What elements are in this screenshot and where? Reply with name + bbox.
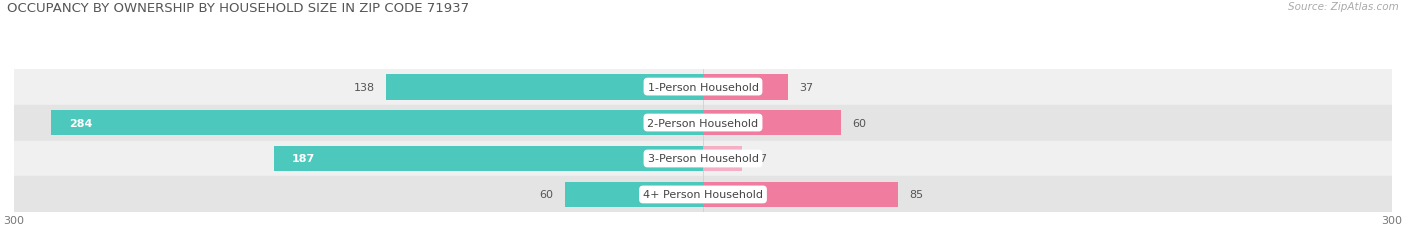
Bar bbox=[703, 74, 787, 100]
Text: 187: 187 bbox=[292, 154, 315, 164]
Text: 4+ Person Household: 4+ Person Household bbox=[643, 190, 763, 200]
Text: 85: 85 bbox=[910, 190, 924, 200]
Text: 138: 138 bbox=[353, 82, 374, 92]
Text: 3-Person Household: 3-Person Household bbox=[648, 154, 758, 164]
Text: 17: 17 bbox=[754, 154, 768, 164]
Text: OCCUPANCY BY OWNERSHIP BY HOUSEHOLD SIZE IN ZIP CODE 71937: OCCUPANCY BY OWNERSHIP BY HOUSEHOLD SIZE… bbox=[7, 2, 470, 15]
Bar bbox=[703, 146, 742, 172]
Text: 284: 284 bbox=[69, 118, 93, 128]
Text: Source: ZipAtlas.com: Source: ZipAtlas.com bbox=[1288, 2, 1399, 12]
Text: 2-Person Household: 2-Person Household bbox=[647, 118, 759, 128]
Bar bbox=[14, 177, 1392, 213]
Text: 37: 37 bbox=[800, 82, 814, 92]
Text: 60: 60 bbox=[540, 190, 554, 200]
Bar bbox=[14, 141, 1392, 177]
Text: 1-Person Household: 1-Person Household bbox=[648, 82, 758, 92]
Bar bbox=[387, 74, 703, 100]
Bar bbox=[274, 146, 703, 172]
Text: 60: 60 bbox=[852, 118, 866, 128]
Bar bbox=[51, 110, 703, 136]
Bar bbox=[565, 182, 703, 207]
Bar bbox=[703, 110, 841, 136]
Bar bbox=[14, 105, 1392, 141]
Bar bbox=[14, 69, 1392, 105]
Bar bbox=[703, 182, 898, 207]
